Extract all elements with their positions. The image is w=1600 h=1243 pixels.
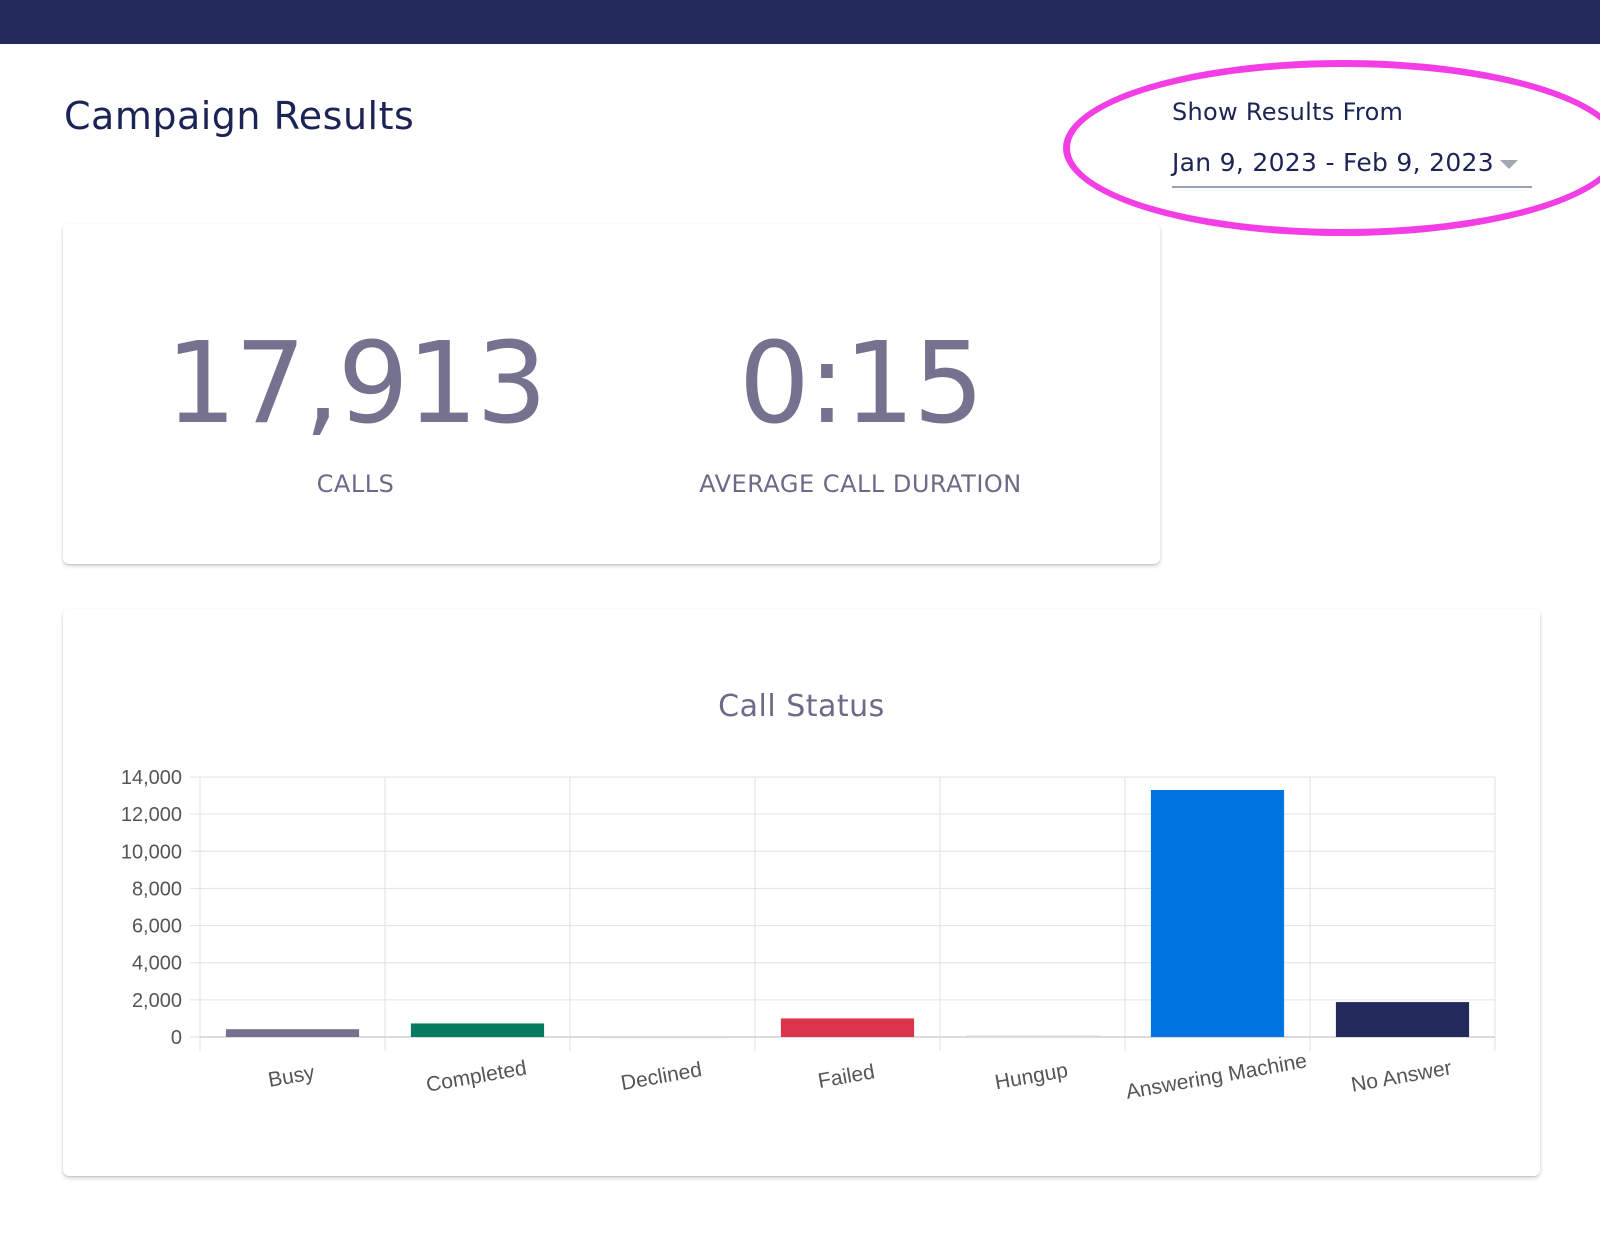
page-title: Campaign Results — [64, 94, 415, 138]
y-tick-label: 12,000 — [121, 804, 182, 826]
date-range-select[interactable]: Jan 9, 2023 - Feb 9, 2023 — [1172, 148, 1532, 188]
duration-label: AVERAGE CALL DURATION — [699, 470, 1022, 498]
y-tick-label: 4,000 — [132, 953, 182, 975]
y-tick-label: 8,000 — [132, 878, 182, 900]
call-status-chart: 0 2,000 4,000 6,000 8,000 10,000 12,000 14,000 B… — [121, 767, 1496, 1104]
x-tick-label: Completed — [424, 1056, 528, 1096]
bar-failed[interactable] — [780, 1018, 915, 1037]
call-status-chart-card: Call Status 0 2,000 4,000 6,000 8,000 10,000 1… — [63, 609, 1540, 1176]
date-range-filter: Show Results From Jan 9, 2023 - Feb 9, 2… — [1172, 98, 1532, 188]
dropdown-caret-icon — [1500, 160, 1518, 169]
chart-title: Call Status — [718, 689, 885, 724]
y-tick-label: 2,000 — [132, 990, 182, 1012]
y-tick-label: 0 — [171, 1027, 182, 1049]
date-range-value: Jan 9, 2023 - Feb 9, 2023 — [1172, 148, 1494, 177]
x-tick-label: Failed — [816, 1060, 876, 1093]
stats-card: 17,913 CALLS 0:15 AVERAGE CALL DURATION — [63, 224, 1160, 564]
bar-no-answer[interactable] — [1335, 1002, 1470, 1037]
bar-busy[interactable] — [225, 1029, 360, 1037]
x-tick-label: Busy — [266, 1061, 316, 1092]
y-tick-label: 14,000 — [121, 767, 182, 789]
calls-label: CALLS — [316, 470, 395, 498]
stat-duration: 0:15 AVERAGE CALL DURATION — [663, 324, 1058, 498]
bar-answering-machine[interactable] — [1150, 790, 1285, 1037]
y-tick-label: 10,000 — [121, 841, 182, 863]
top-nav-bar — [0, 0, 1600, 44]
y-tick-label: 6,000 — [132, 916, 182, 938]
x-tick-label: Answering Machine — [1124, 1049, 1308, 1103]
x-tick-label: Declined — [619, 1058, 703, 1095]
date-range-label: Show Results From — [1172, 98, 1404, 126]
bar-declined[interactable] — [595, 1036, 730, 1039]
stat-calls: 17,913 CALLS — [158, 324, 553, 498]
bar-completed[interactable] — [410, 1023, 545, 1037]
duration-value: 0:15 — [738, 319, 985, 449]
x-tick-label: No Answer — [1349, 1056, 1453, 1096]
bar-hungup[interactable] — [965, 1035, 1100, 1038]
calls-value: 17,913 — [165, 319, 548, 449]
x-tick-label: Hungup — [993, 1059, 1069, 1094]
